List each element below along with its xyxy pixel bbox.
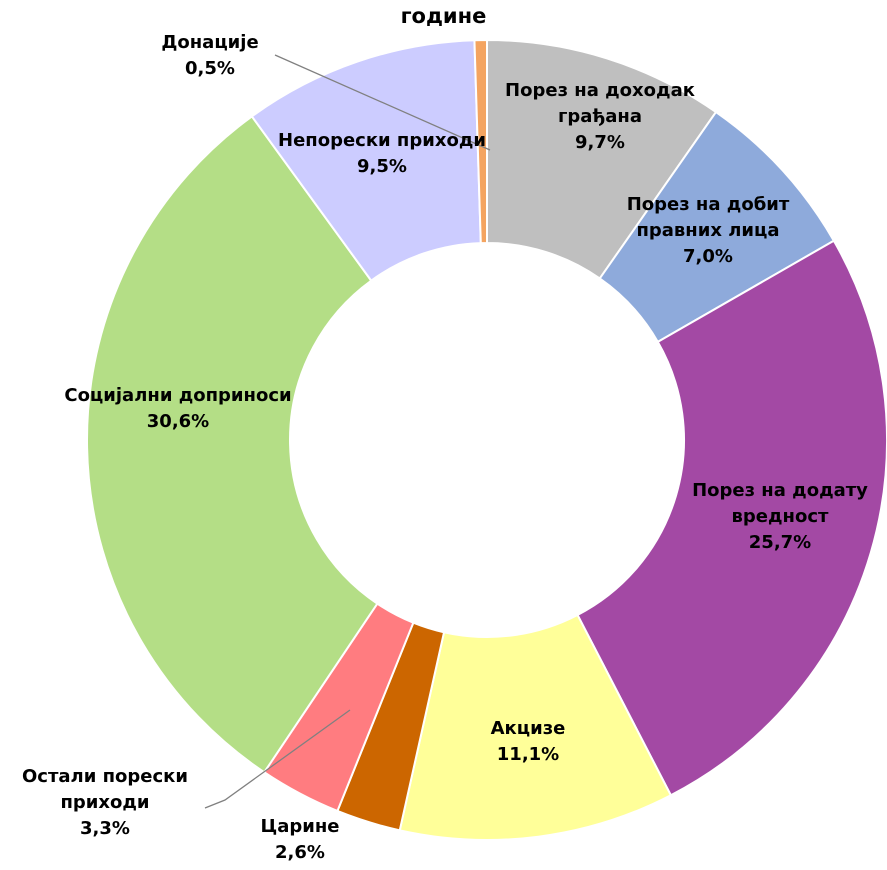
slice-label: Донације 0,5% [135,30,285,82]
slice-label: Порез на добит правних лица 7,0% [623,192,793,270]
value-label: 9,5% [357,156,407,177]
slice-label: Порез на доходак грађана 9,7% [475,78,725,156]
leader-line [204,709,351,809]
chart-title: године [400,4,487,28]
value-label: 30,6% [146,411,210,432]
value-label: 25,7% [748,532,812,553]
category-name: Порез на доходак грађана [505,80,695,127]
slice-label: Социјални доприноси 30,6% [28,383,328,435]
slice-label: Остали порески приходи 3,3% [0,764,210,842]
slice [473,38,488,245]
slice-label: Акцизе 11,1% [453,716,603,768]
slice-label: Царине 2,6% [240,814,360,866]
slice [398,613,673,841]
category-name: Донације [161,32,259,53]
slice-label: Порез на додату вредност 25,7% [680,478,880,556]
category-name: Акцизе [490,718,566,739]
slice [576,239,887,797]
value-label: 7,0% [683,246,733,267]
category-name: Порез на добит правних лица [626,194,790,241]
value-label: 2,6% [275,842,325,863]
value-label: 9,7% [575,132,625,153]
value-label: 11,1% [496,744,560,765]
category-name: Царине [260,816,340,837]
category-name: Социјални доприноси [64,385,292,406]
value-label: 0,5% [185,58,235,79]
leader-line [274,54,491,151]
category-name: Непорески приходи [278,130,486,151]
value-label: 3,3% [80,818,130,839]
category-name: Порез на додату вредност [692,480,868,527]
slice-label: Непорески приходи 9,5% [252,128,512,180]
category-name: Остали порески приходи [21,766,188,813]
slice [86,114,379,774]
